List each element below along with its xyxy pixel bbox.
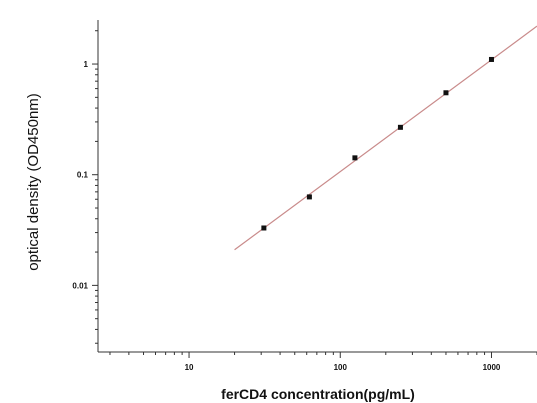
x-axis-title: ferCD4 concentration(pg/mL) [221, 386, 415, 402]
tick-labels: 0.01 0.1 1 10 100 1000 [72, 60, 501, 372]
data-point [397, 124, 403, 130]
fit-line [234, 25, 537, 251]
x-tick-label: 1000 [483, 363, 501, 372]
data-point [352, 155, 358, 161]
y-tick-label: 0.01 [72, 281, 88, 290]
data-point [306, 194, 312, 200]
data-points [261, 56, 494, 231]
data-point [488, 56, 494, 62]
axes [92, 20, 537, 358]
data-point [443, 90, 449, 96]
y-tick-label: 1 [84, 60, 89, 69]
x-tick-label: 100 [334, 363, 348, 372]
y-tick-label: 0.1 [77, 171, 89, 180]
x-tick-label: 10 [185, 363, 194, 372]
fit-line-group [234, 25, 537, 251]
data-point [261, 225, 267, 231]
y-axis-title: optical density (OD450nm) [25, 93, 42, 271]
